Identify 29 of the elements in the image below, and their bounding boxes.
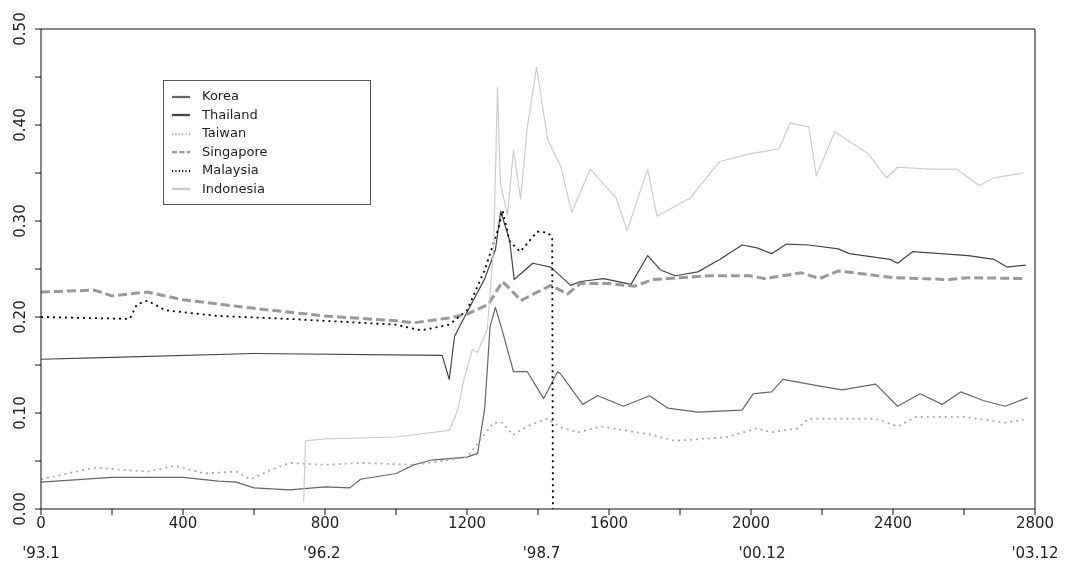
- x-tick-label: 0: [36, 513, 46, 532]
- legend-label: Malaysia: [202, 162, 259, 177]
- x-tick-label: 2400: [873, 513, 913, 532]
- x-tick-label: 400: [168, 513, 198, 532]
- x2-tick-label: '98.7: [522, 543, 561, 562]
- x-tick-label: 800: [310, 513, 340, 532]
- line-series: [303, 66, 1025, 503]
- legend-label: Singapore: [202, 143, 268, 159]
- legend-label: Korea: [202, 88, 239, 103]
- y-tick-label: 0.40: [11, 108, 29, 142]
- legend-label: Thailand: [202, 106, 258, 122]
- y-tick-label: 0.00: [11, 492, 29, 526]
- x-tick-label: 2800: [1015, 513, 1055, 532]
- x-tick-label: 1600: [589, 513, 629, 532]
- x2-tick-label: '03.12: [1011, 543, 1059, 562]
- line-series: [41, 306, 1029, 491]
- legend-label: Indonesia: [202, 180, 265, 196]
- y-tick-label: 0.20: [11, 300, 29, 334]
- x-tick-label: 1200: [447, 513, 487, 532]
- x2-tick-label: '93.1: [22, 543, 60, 562]
- y-tick-label: 0.30: [11, 204, 29, 238]
- line-series: [41, 210, 1027, 380]
- line-series: [41, 415, 1025, 481]
- legend-label: Taiwan: [202, 125, 247, 140]
- x-tick-label: 2000: [731, 513, 771, 532]
- y-tick-label: 0.10: [11, 396, 29, 430]
- x2-tick-label: '00.12: [738, 543, 786, 562]
- x2-tick-label: '96.2: [303, 543, 341, 562]
- y-tick-label: 0.50: [11, 12, 29, 46]
